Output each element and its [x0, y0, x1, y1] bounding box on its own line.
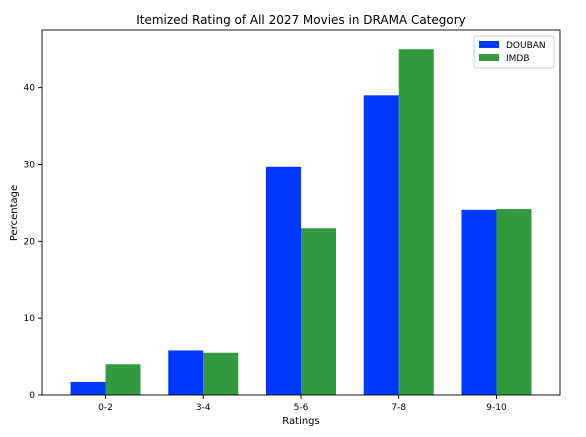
legend-label-douban: DOUBAN [506, 41, 546, 51]
y-tick-label: 30 [24, 160, 36, 170]
x-tick-label: 0-2 [98, 403, 113, 413]
x-tick-label: 7-8 [391, 403, 406, 413]
x-tick-label: 3-4 [196, 403, 211, 413]
legend-swatch-imdb [479, 54, 499, 61]
bar-imdb-7-8 [398, 49, 434, 396]
bar-douban-3-4 [168, 350, 204, 395]
x-tick-label: 5-6 [294, 403, 309, 413]
chart-title: Itemized Rating of All 2027 Movies in DR… [136, 13, 466, 27]
x-axis-label: Ratings [282, 416, 319, 427]
legend-label-imdb: IMDB [506, 54, 530, 64]
y-tick-label: 10 [24, 314, 36, 324]
bar-douban-7-8 [363, 95, 399, 395]
bar-imdb-9-10 [496, 209, 532, 395]
y-tick-label: 20 [24, 237, 36, 247]
bar-douban-9-10 [461, 209, 497, 395]
x-tick-label: 9-10 [486, 403, 507, 413]
bar-imdb-3-4 [203, 352, 239, 395]
y-tick-label: 0 [29, 391, 35, 401]
bar-imdb-5-6 [301, 228, 336, 395]
y-tick-label: 40 [24, 84, 36, 94]
bar-douban-0-2 [70, 381, 106, 395]
y-axis-label: Percentage [9, 185, 20, 241]
bar-imdb-0-2 [105, 364, 141, 395]
legend: DOUBAN IMDB [473, 35, 555, 69]
legend-swatch-douban [479, 41, 499, 48]
bar-douban-5-6 [266, 166, 301, 395]
plot-area: 0 10 20 30 40 0-2 3-4 5-6 7-8 9-10 [24, 29, 561, 413]
